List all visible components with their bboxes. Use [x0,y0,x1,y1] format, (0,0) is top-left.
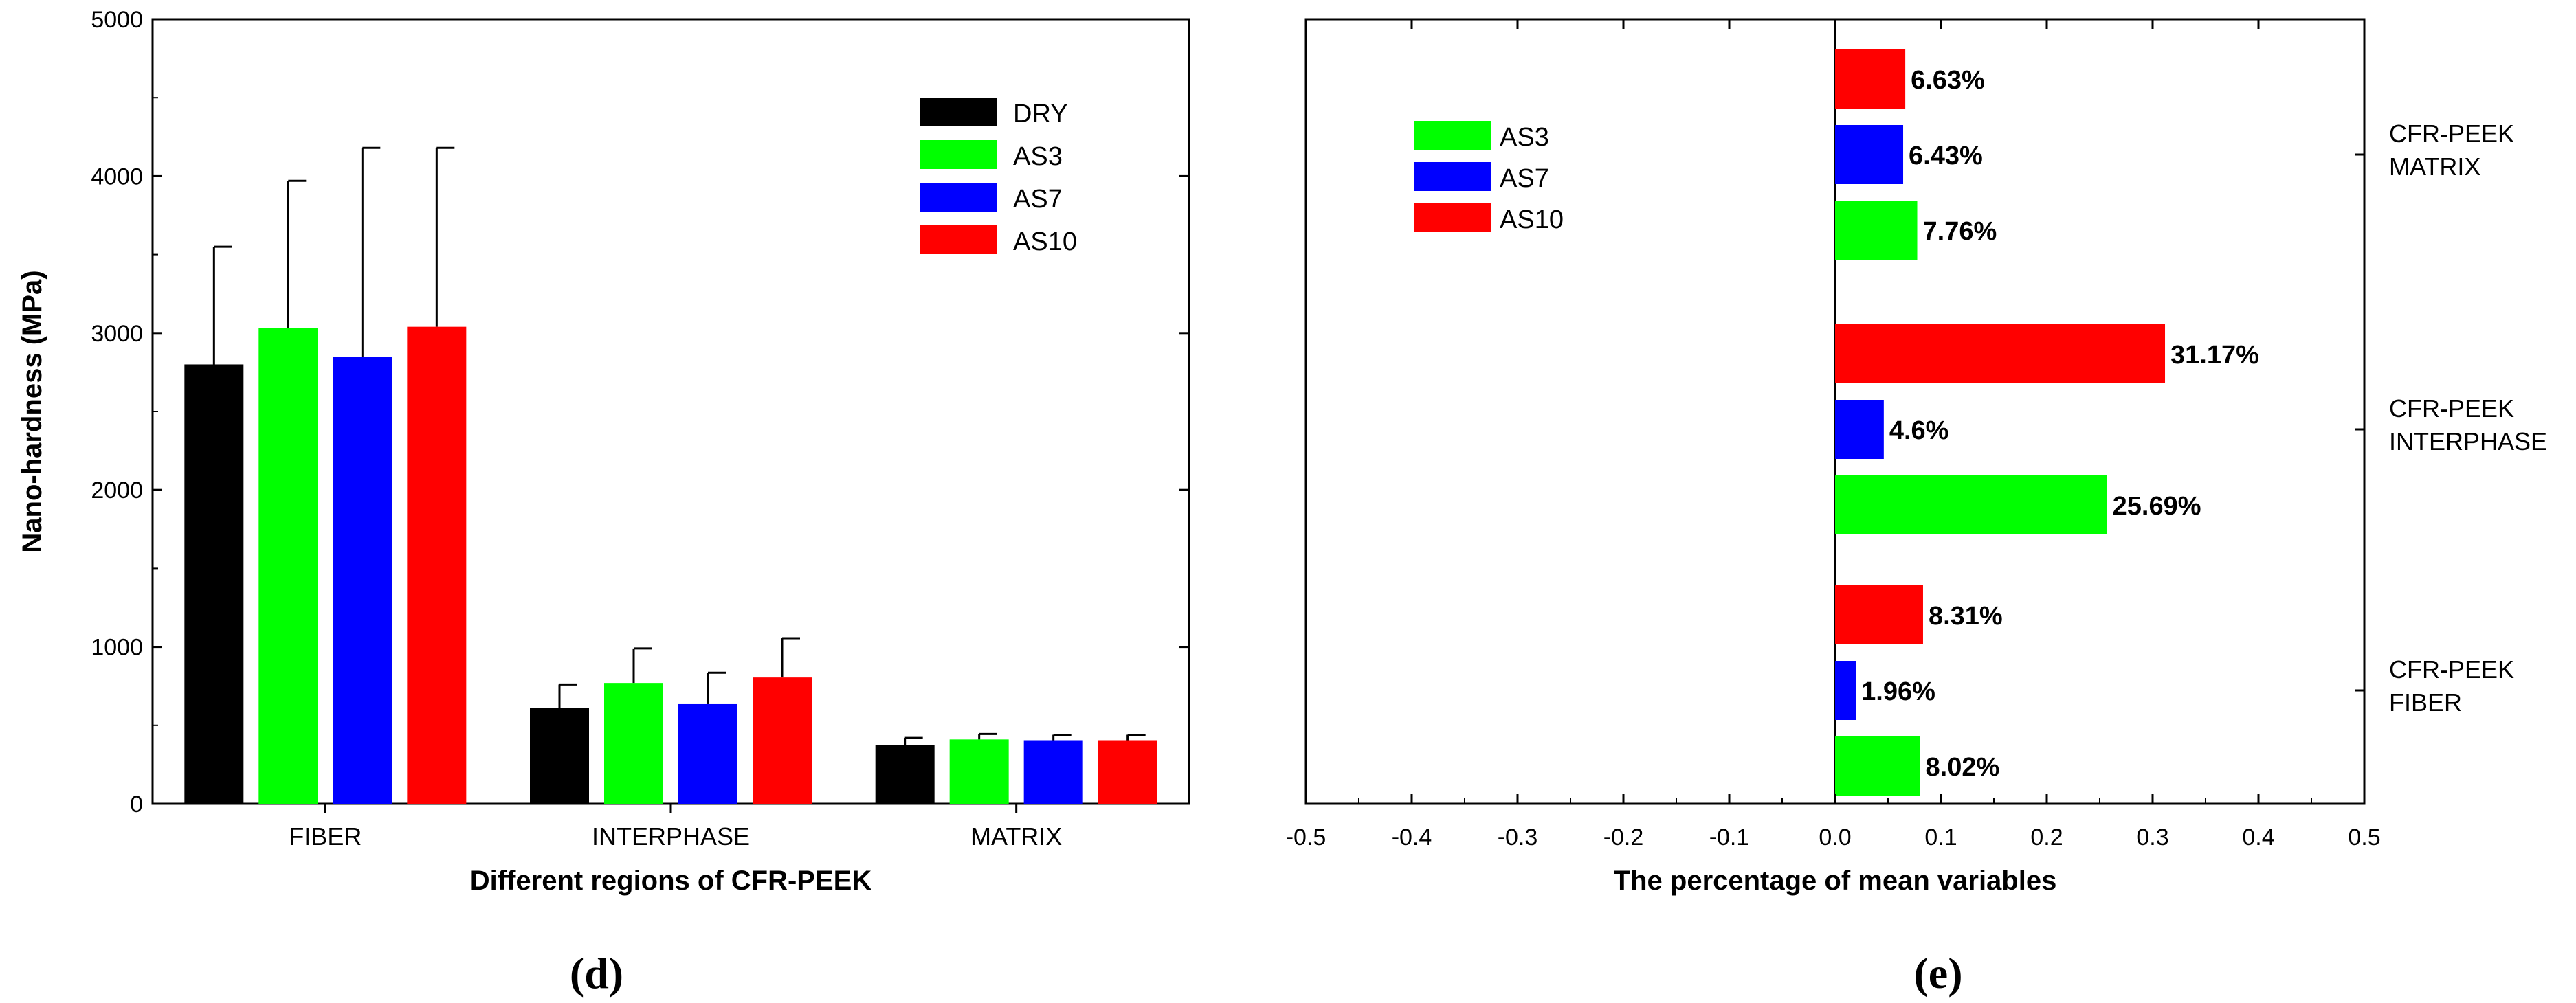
panel-e-bar-as10-fiber [1835,585,1923,644]
panel-e-x-tick-label: -0.5 [1286,824,1326,850]
panel-d-bar-as7-interphase [678,703,737,804]
panel-d-bar-as3-interphase [604,683,663,804]
panel-e-legend-swatch-as7 [1414,162,1491,191]
panel-e-x-tick-label: 0.3 [2136,824,2168,850]
panel-e-data-label: 7.76% [1923,217,1997,246]
panel-e-x-tick-label: 0.0 [1819,824,1851,850]
panel-e-bar-as3-fiber [1835,736,1920,796]
panel-d-y-tick-label: 0 [130,791,143,818]
panel-e-label: (e) [1913,949,1962,998]
panel-e-x-tick-label: -0.2 [1603,824,1644,850]
panel-d-legend-swatch-dry [920,98,997,126]
panel-e-data-label: 8.31% [1929,602,2003,631]
panel-d-category-label: MATRIX [970,822,1062,850]
panel-d-y-tick-label: 1000 [91,635,143,661]
panel-e-legend-label: AS7 [1500,164,1549,193]
panel-e-legend-swatch-as3 [1414,121,1491,150]
panel-e-bar-as7-fiber [1835,661,1856,720]
panel-d-bar-dry-fiber [184,364,244,804]
panel-d-bar-as7-matrix [1023,740,1083,804]
panel-e-group-label-line2: INTERPHASE [2389,427,2547,455]
panel-e-group-label-line1: CFR-PEEK [2389,394,2514,422]
panel-e-chart: 8.31% 1.96% 8.02% 31.17% 4.6% 25.69% 6.63% 6.43… [1286,18,2547,998]
panel-e-group-label-line2: MATRIX [2389,153,2480,181]
panel-e-bar-as7-matrix [1835,125,1904,184]
panel-d-legend-swatch-as7 [920,183,997,212]
panel-e-x-tick-label: 0.5 [2348,824,2380,850]
panel-d-category-label: INTERPHASE [592,822,750,850]
panel-e-group-label-line2: FIBER [2389,688,2462,717]
panel-e-data-label: 8.02% [1926,753,2000,782]
panel-d-label: (d) [570,949,623,998]
panel-e-x-tick-label: -0.4 [1392,824,1432,850]
panel-e-legend-swatch-as10 [1414,203,1491,232]
panel-e-bar-as7-interphase [1835,400,1884,459]
panel-d-bar-as3-fiber [258,328,318,804]
panel-d-bar-as10-fiber [407,326,467,804]
panel-e-letter: e [1929,949,1948,998]
panel-d-bar-dry-matrix [875,745,935,804]
panel-d-bar-as10-interphase [753,677,812,804]
panel-d-y-tick-label: 5000 [91,7,143,33]
panel-e-x-tick-label: 0.1 [1924,824,1957,850]
panel-e-x-tick-label: -0.1 [1709,824,1750,850]
panel-d-legend-swatch-as10 [920,225,997,254]
panel-e-data-label: 1.96% [1861,677,1935,706]
panel-d-y-tick-label: 3000 [91,321,143,347]
panel-d-legend-swatch-as3 [920,140,997,169]
panel-d-bar-as10-matrix [1098,740,1157,804]
panel-d-category-label: FIBER [289,822,362,850]
panel-e-x-axis-title: The percentage of mean variables [1614,866,2057,896]
panel-e-legend-label: AS3 [1500,123,1549,152]
panel-d-bar-as7-fiber [333,357,392,804]
panel-d-letter: d [584,949,609,998]
panel-d-legend-label: AS7 [1013,185,1063,214]
panel-e-data-label: 6.43% [1909,142,1983,170]
panel-e-data-label: 25.69% [2113,492,2201,521]
panel-d-legend-label: AS3 [1013,142,1063,171]
panel-d-y-tick-label: 4000 [91,164,143,190]
panel-d-x-axis-title: Different regions of CFR-PEEK [470,866,872,896]
panel-e-data-label: 4.6% [1889,416,1949,445]
panel-d-legend-label: AS10 [1013,227,1077,256]
panel-e-group-label-line1: CFR-PEEK [2389,120,2514,148]
panel-d-bar-as3-matrix [949,739,1009,804]
panel-e-x-tick-label: 0.4 [2242,824,2274,850]
panel-e-x-tick-label: 0.2 [2030,824,2063,850]
panel-d-y-tick-label: 2000 [91,477,143,504]
panel-e-bar-as10-interphase [1835,324,2166,383]
panel-e-data-label: 31.17% [2170,341,2259,370]
panel-e-bar-as3-matrix [1835,201,1918,260]
panel-e-bar-as3-interphase [1835,475,2107,534]
panel-d-y-axis-title: Nano-hardness (MPa) [17,270,47,552]
panel-e-bar-as10-matrix [1835,49,1906,109]
panel-e-legend-label: AS10 [1500,205,1564,234]
panel-e-group-label-line1: CFR-PEEK [2389,655,2514,684]
panel-e-x-tick-label: -0.3 [1498,824,1538,850]
panel-d-legend-label: DRY [1013,100,1068,128]
panel-d-bar-dry-interphase [530,708,589,804]
panel-e-data-label: 6.63% [1911,66,1985,95]
panel-d-chart: 0 1000 2000 3000 4000 5000 FIBER INTERPHASE MAT… [17,7,1190,998]
